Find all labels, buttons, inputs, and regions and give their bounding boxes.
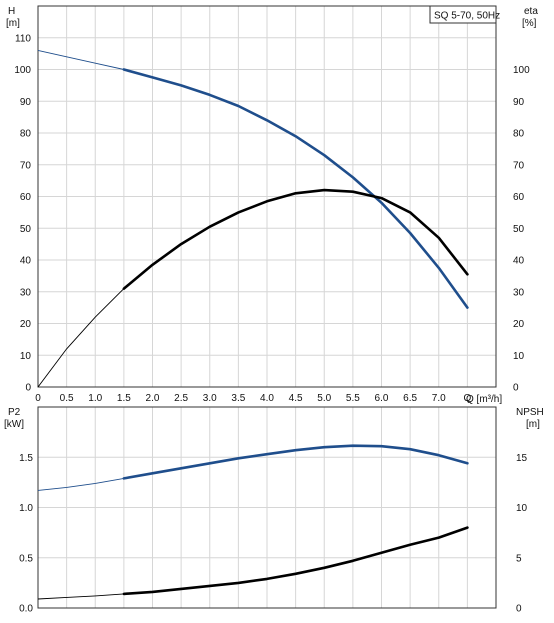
x-tick-label: 1.0 <box>88 393 102 404</box>
top-plot-frame <box>37 5 497 388</box>
p2-tick-label: 0.0 <box>19 604 33 615</box>
y-axis-left-unit: [m] <box>6 18 20 29</box>
p2-tick-label: 0.5 <box>19 553 33 564</box>
npsh-tick-label: 10 <box>516 503 528 514</box>
bottom-tick-labels: 0.0 0.5 1.0 1.5 0 5 10 15 <box>19 453 527 615</box>
x-tick-label: 6.0 <box>375 393 389 404</box>
head-curve-line <box>122 68 469 309</box>
x-tick-label: 4.0 <box>260 393 274 404</box>
npsh-tick-label: 0 <box>516 604 522 615</box>
y-right-tick-label: 80 <box>513 129 525 140</box>
y-left-tick-label: 90 <box>20 97 32 108</box>
y-left-tick-label: 80 <box>20 129 32 140</box>
bottom-plot-frame <box>37 406 497 609</box>
bottom-gridlines <box>38 407 496 608</box>
x-tick-label: 4.5 <box>289 393 303 404</box>
y-right-tick-label: 60 <box>513 192 525 203</box>
x-tick-label: 6.5 <box>403 393 417 404</box>
y-left-tick-label: 100 <box>14 65 31 76</box>
npsh-axis-unit: [m] <box>526 419 540 430</box>
y-left-tick-label: 0 <box>25 383 31 394</box>
chart-title: SQ 5-70, 50Hz <box>434 11 500 22</box>
y-left-tick-label: 20 <box>20 319 32 330</box>
y-left-tick-label: 70 <box>20 160 32 171</box>
y-left-tick-label: 110 <box>15 33 31 44</box>
npsh-axis-label: NPSH <box>516 407 544 418</box>
x-tick-label: 3.5 <box>231 393 245 404</box>
y-right-tick-label: 90 <box>513 97 525 108</box>
y-left-tick-label: 30 <box>20 287 32 298</box>
chart-title-box <box>429 5 497 24</box>
x-tick-label: 1.5 <box>117 393 131 404</box>
npsh-curve-line-extrapolated <box>37 593 124 600</box>
y-left-tick-label: 60 <box>20 192 32 203</box>
p2-axis-unit: [kW] <box>4 419 24 430</box>
x-tick-label: 0.5 <box>60 393 74 404</box>
x-axis-label: Q [m³/h] <box>466 394 502 405</box>
top-series-group <box>37 49 469 388</box>
npsh-tick-label: 15 <box>516 453 528 464</box>
x-tick-label: 5.5 <box>346 393 360 404</box>
power-curve-line-extrapolated <box>37 477 124 491</box>
y-right-tick-label: 10 <box>513 351 525 362</box>
x-tick-label: 7.0 <box>432 393 446 404</box>
y-axis-right-unit: [%] <box>522 18 537 29</box>
efficiency-curve-line <box>122 188 469 290</box>
p2-tick-label: 1.5 <box>19 453 33 464</box>
y-axis-right-label: eta <box>524 6 538 17</box>
efficiency-curve-line-extrapolated <box>37 288 125 388</box>
y-right-tick-label: 50 <box>513 224 525 235</box>
x-tick-label: 5.0 <box>317 393 331 404</box>
y-right-tick-label: 70 <box>513 160 525 171</box>
bottom-series-group <box>37 444 469 600</box>
y-axis-left-label: H <box>8 6 15 17</box>
x-tick-label: 2.5 <box>174 393 188 404</box>
y-right-tick-label: 40 <box>513 256 525 267</box>
npsh-curve-line <box>122 526 469 596</box>
p2-tick-label: 1.0 <box>19 503 33 514</box>
x-tick-label: 0 <box>35 393 41 404</box>
x-tick-label: Q <box>463 393 471 404</box>
y-right-tick-label: 0 <box>513 383 519 394</box>
p2-axis-label: P2 <box>8 407 21 418</box>
y-left-tick-label: 10 <box>20 351 32 362</box>
y-left-tick-label: 50 <box>20 224 32 235</box>
y-right-tick-label: 100 <box>513 65 530 76</box>
y-right-tick-label: 20 <box>513 319 525 330</box>
top-tick-labels: 0 0.5 1.0 1.5 2.0 2.5 3.0 3.5 4.0 4.5 5.0 5.5 6.0 6.5… <box>14 33 530 404</box>
npsh-tick-label: 5 <box>516 553 522 564</box>
x-tick-label: 2.0 <box>146 393 160 404</box>
y-left-tick-label: 40 <box>20 256 32 267</box>
head-curve-line-extrapolated <box>37 49 124 70</box>
top-gridlines <box>38 6 496 387</box>
power-curve-line <box>122 444 469 480</box>
y-right-tick-label: 30 <box>513 287 525 298</box>
x-tick-label: 3.0 <box>203 393 217 404</box>
